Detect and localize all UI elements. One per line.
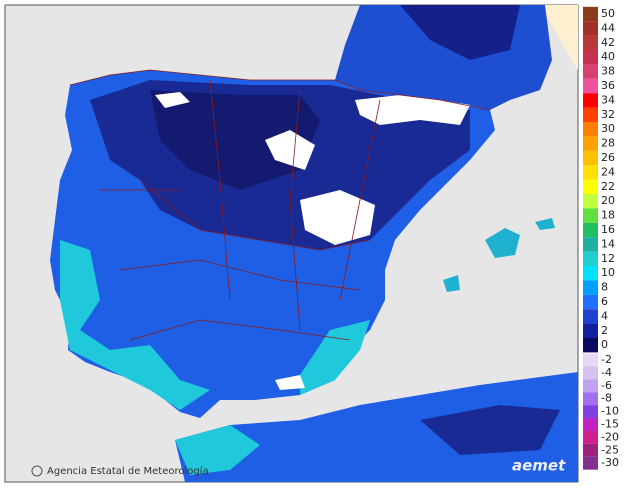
legend-swatch [583,222,598,238]
legend-swatch [583,208,598,223]
legend-label: 6 [601,295,608,308]
legend-swatch [583,430,598,444]
legend-label: 30 [601,122,615,135]
legend-label: 0 [601,338,608,351]
legend-swatch [583,379,598,393]
legend-label: 50 [601,7,615,20]
logo: aemet [512,457,566,475]
snow-north [265,130,315,170]
ibiza [443,275,460,292]
legend-swatch [583,136,598,151]
legend-swatch [583,323,598,338]
credit-icon [31,465,43,477]
legend-swatch [583,107,598,122]
mallorca [485,228,520,258]
admin-borders [69,69,491,341]
snow-pyrenees [355,95,470,125]
legend-swatch [583,280,598,295]
legend-label: 12 [601,252,615,265]
legend-label: -15 [601,418,619,431]
legend-label: 24 [601,165,615,178]
legend-swatch [583,35,598,50]
menorca [535,218,555,230]
north-africa [175,372,578,482]
legend-label: -8 [601,392,612,405]
legend-swatch [583,6,598,22]
legend-label: -2 [601,353,612,366]
legend-label: 26 [601,151,615,164]
warm-southwest [60,240,210,410]
snow-cantabria [155,92,190,108]
legend-label: 20 [601,194,615,207]
legend-label: 28 [601,137,615,150]
legend-swatch [583,237,598,252]
legend-label: 2 [601,324,608,337]
credit: Agencia Estatal de Meteorología [47,465,209,477]
legend-label: -4 [601,366,612,379]
legend-swatch [583,50,598,65]
legend-swatch [583,251,598,266]
legend-swatch [583,456,598,470]
legend-swatch [583,64,598,79]
legend-label: 14 [601,237,615,250]
legend: 5044424038363432302826242220181614121086… [583,6,619,470]
legend-label: 36 [601,79,615,92]
legend-label: 22 [601,180,615,193]
legend-label: 10 [601,266,615,279]
legend-swatch [583,21,598,36]
legend-label: -6 [601,379,612,392]
legend-swatch [583,309,598,324]
cold-core [150,90,320,190]
legend-label: -30 [601,456,619,469]
legend-label: -25 [601,443,619,456]
legend-swatch [583,418,598,431]
legend-label: 16 [601,223,615,236]
legend-swatch [583,405,598,419]
legend-label: 42 [601,36,615,49]
legend-label: 4 [601,309,608,322]
snow-iberico [300,190,375,245]
atlas-cold [420,405,560,455]
legend-swatch [583,93,598,108]
legend-swatch [583,179,598,194]
legend-swatch [583,366,598,380]
legend-swatch [583,194,598,209]
legend-label: 18 [601,209,615,222]
legend-swatch [583,78,598,94]
legend-label: 8 [601,281,608,294]
legend-swatch [583,122,598,137]
legend-swatch [583,266,598,281]
africa-warm [175,425,260,475]
legend-swatch [583,443,598,457]
legend-label: 38 [601,65,615,78]
france-cold [400,5,520,60]
legend-label: 44 [601,21,615,34]
legend-label: 34 [601,93,615,106]
area-outside [540,5,578,70]
legend-swatch [583,338,598,353]
legend-swatch [583,294,598,310]
legend-swatch [583,392,598,406]
legend-swatch [583,353,598,367]
legend-label: 32 [601,108,615,121]
legend-label: -10 [601,405,619,418]
legend-label: -20 [601,430,619,443]
warm-southeast [300,320,370,395]
legend-label: 40 [601,50,615,63]
snow-sierra-nevada [275,375,305,390]
legend-swatch [583,150,598,166]
legend-swatch [583,165,598,180]
